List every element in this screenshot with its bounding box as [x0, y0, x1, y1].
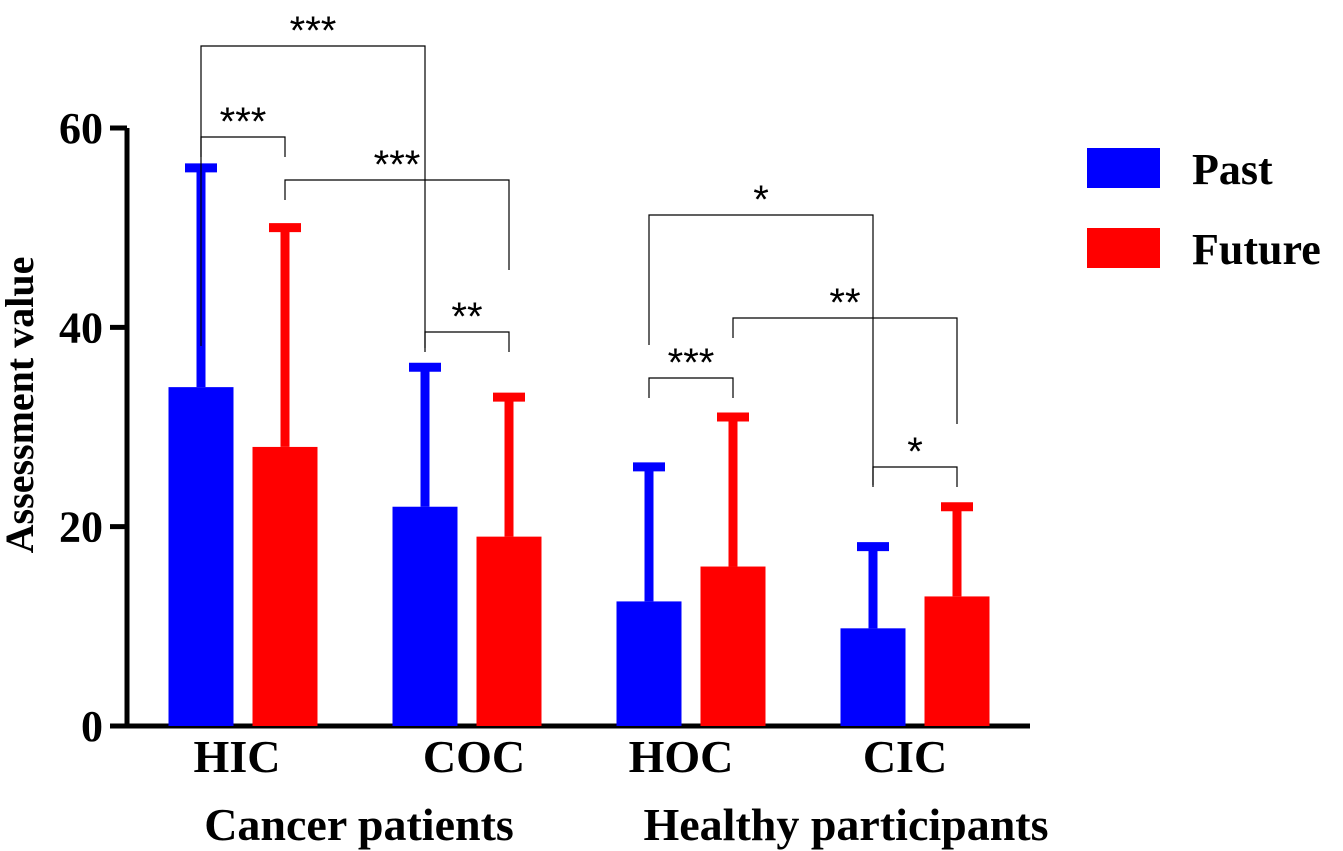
y-tick-label-40: 40	[59, 303, 103, 352]
group-label-2: Healthy participants	[643, 799, 1048, 850]
bar-hoc-future	[700, 566, 766, 726]
bar-coc-past	[392, 506, 458, 726]
significance-bracket-8	[872, 466, 958, 487]
significance-brackets: ******************	[200, 9, 958, 487]
significance-label-1: ***	[220, 100, 267, 144]
significance-bracket-7	[732, 317, 958, 424]
y-tick-label-20: 20	[59, 503, 103, 552]
labels: HIC COC HOC CIC Cancer patients Healthy parti…	[194, 731, 1049, 850]
bars	[168, 163, 990, 726]
legend-swatch-future	[1087, 228, 1160, 268]
x-tick-label-coc: COC	[423, 731, 525, 782]
significance-bracket-3	[284, 179, 510, 270]
legend-label-past: Past	[1192, 145, 1273, 194]
significance-label-6: *	[753, 178, 769, 222]
x-tick-label-hoc: HOC	[629, 731, 734, 782]
significance-label-5: ***	[668, 341, 715, 385]
significance-bracket-2	[200, 45, 426, 348]
significance-label-2: ***	[290, 9, 337, 53]
bar-coc-future	[476, 536, 542, 726]
significance-label-3: ***	[374, 143, 421, 187]
bar-cic-past	[840, 628, 906, 726]
y-tick-label-60: 60	[59, 104, 103, 153]
significance-bracket-4	[424, 331, 510, 352]
legend: Past Future	[1087, 145, 1321, 274]
legend-label-future: Future	[1192, 225, 1321, 274]
significance-label-7: **	[829, 281, 860, 325]
y-tick-label-0: 0	[81, 702, 103, 751]
significance-label-4: **	[451, 295, 482, 339]
legend-swatch-past	[1087, 148, 1160, 188]
bar-hoc-past	[616, 601, 682, 726]
group-label-1: Cancer patients	[204, 799, 514, 850]
y-axis-title: Assessment value	[0, 257, 42, 554]
significance-label-8: *	[907, 430, 923, 474]
bar-hic-future	[252, 446, 318, 726]
bar-cic-future	[924, 596, 990, 726]
x-tick-label-cic: CIC	[863, 731, 947, 782]
significance-bracket-5	[648, 377, 734, 398]
bar-hic-past	[168, 387, 234, 726]
x-tick-label-hic: HIC	[194, 731, 281, 782]
significance-bracket-6	[648, 214, 874, 485]
